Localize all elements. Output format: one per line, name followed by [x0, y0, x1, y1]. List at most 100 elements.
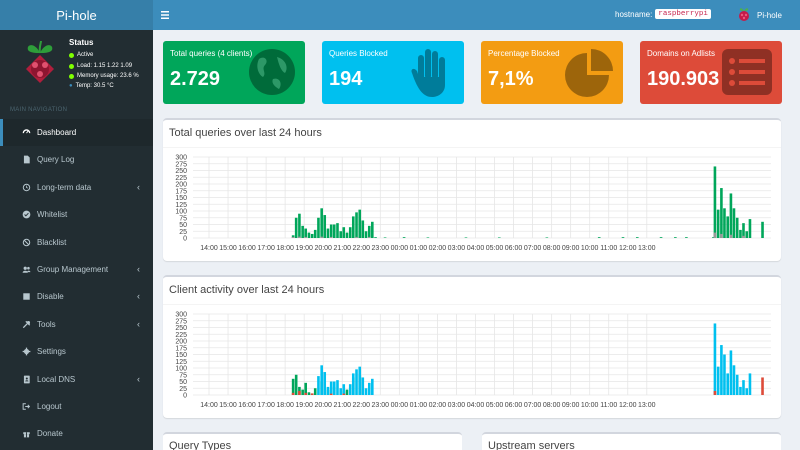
- bar: [729, 350, 733, 395]
- bar: [351, 216, 355, 238]
- x-tick-label: 14:00: [200, 402, 218, 409]
- bar: [713, 166, 717, 238]
- bar: [291, 392, 295, 395]
- bar: [748, 373, 752, 395]
- stat-queries-blocked[interactable]: Queries Blocked 194: [322, 41, 464, 104]
- bar: [729, 193, 733, 238]
- bar: [674, 237, 677, 238]
- x-tick-label: 01:00: [410, 402, 428, 409]
- x-tick-label: 16:00: [238, 245, 256, 252]
- panel-title: Client activity over last 24 hours: [169, 284, 325, 296]
- stat-domains-adlists[interactable]: Domains on Adlists 190.903: [640, 41, 782, 104]
- user-menu[interactable]: Pi-hole: [737, 6, 782, 24]
- sidebar-item-long-term-data[interactable]: Long-term data ‹: [0, 174, 153, 201]
- bar: [307, 232, 311, 238]
- x-tick-label: 09:00: [562, 402, 580, 409]
- bar: [402, 237, 406, 238]
- y-tick-label: 0: [183, 236, 187, 243]
- sidebar-item-blacklist[interactable]: Blacklist: [0, 229, 153, 256]
- sidebar-item-donate[interactable]: Donate: [0, 420, 153, 447]
- bar: [320, 236, 323, 238]
- bar: [329, 393, 333, 395]
- sidebar-item-label: Blacklist: [37, 237, 67, 247]
- bar: [597, 237, 601, 238]
- sidebar-item-label: Local DNS: [37, 374, 76, 384]
- bar: [310, 233, 314, 238]
- bar: [635, 237, 639, 238]
- sidebar-item-whitelist[interactable]: Whitelist: [0, 201, 153, 228]
- bar: [735, 374, 739, 395]
- ban-icon: [0, 238, 31, 247]
- hostname-label: hostname:: [615, 9, 653, 19]
- bar: [761, 377, 764, 395]
- sidebar-item-tools[interactable]: Tools ‹: [0, 311, 153, 338]
- bar: [351, 373, 355, 395]
- x-tick-label: 12:00: [619, 245, 637, 252]
- bar: [739, 229, 742, 238]
- bar: [742, 235, 745, 238]
- x-tick-label: 07:00: [524, 245, 542, 252]
- bar: [304, 382, 307, 395]
- bar: [371, 378, 374, 395]
- app-logo[interactable]: Pi-hole: [0, 0, 153, 30]
- x-tick-label: 08:00: [543, 245, 561, 252]
- sidebar-item-local-dns[interactable]: Local DNS ‹: [0, 366, 153, 393]
- upstream-servers-panel: Upstream servers: [482, 432, 781, 450]
- bar: [304, 236, 307, 238]
- bar: [342, 393, 346, 395]
- x-tick-label: 21:00: [333, 402, 351, 409]
- top-navbar: hostname: raspberrypi Pi-hole: [153, 0, 800, 30]
- tools-icon: [0, 320, 31, 329]
- hand-icon: [408, 47, 456, 104]
- bar: [726, 216, 729, 238]
- x-tick-label: 22:00: [353, 402, 371, 409]
- bar: [716, 366, 720, 395]
- stat-value: 7,1%: [488, 68, 534, 90]
- y-tick-label: 25: [179, 229, 187, 236]
- stat-total-queries[interactable]: Total queries (4 clients) 2.729: [163, 41, 305, 104]
- x-tick-label: 15:00: [219, 402, 237, 409]
- bar: [745, 388, 749, 395]
- bar: [367, 225, 371, 238]
- sidebar-item-disable[interactable]: Disable ‹: [0, 283, 153, 310]
- bar: [339, 388, 343, 395]
- y-tick-label: 75: [179, 372, 187, 379]
- bar: [313, 388, 317, 395]
- hamburger-icon[interactable]: [161, 8, 169, 22]
- bar: [720, 233, 723, 238]
- raspberry-icon: [737, 6, 751, 24]
- chevron-left-icon: ‹: [137, 181, 140, 192]
- status-load-label: Load: 1.15 1.22 1.09: [77, 63, 133, 69]
- bar: [291, 236, 295, 238]
- sidebar-item-settings[interactable]: Settings: [0, 338, 153, 365]
- status-title: Status: [69, 38, 94, 47]
- status-temp: ● Temp: 30.5 °C: [69, 83, 114, 89]
- x-tick-label: 19:00: [295, 402, 313, 409]
- pie-chart-icon: [563, 47, 615, 104]
- bar: [748, 219, 752, 238]
- thermometer-icon: ●: [69, 83, 73, 89]
- bar: [367, 236, 371, 238]
- y-tick-label: 125: [175, 202, 187, 209]
- sidebar-item-logout[interactable]: Logout: [0, 393, 153, 420]
- bar: [464, 237, 468, 238]
- x-tick-label: 17:00: [257, 402, 275, 409]
- bar: [348, 227, 352, 238]
- bar: [742, 223, 745, 238]
- stat-percentage-blocked[interactable]: Percentage Blocked 7,1%: [481, 41, 623, 104]
- bar: [339, 231, 343, 238]
- sidebar-item-query-log[interactable]: Query Log: [0, 146, 153, 173]
- hostname-value: raspberrypi: [655, 9, 711, 19]
- clients-chart-panel: Client activity over last 24 hours 0 25 50…: [163, 275, 781, 418]
- bar: [310, 393, 314, 395]
- y-tick-label: 100: [175, 366, 187, 373]
- sidebar-item-dashboard[interactable]: Dashboard: [0, 119, 153, 146]
- bar: [355, 369, 358, 395]
- y-tick-label: 50: [179, 379, 187, 386]
- bar: [291, 378, 295, 395]
- bar: [355, 212, 358, 238]
- sidebar-item-label: Donate: [37, 429, 63, 439]
- y-tick-label: 175: [175, 345, 187, 352]
- sidebar-item-group-management[interactable]: Group Management ‹: [0, 256, 153, 283]
